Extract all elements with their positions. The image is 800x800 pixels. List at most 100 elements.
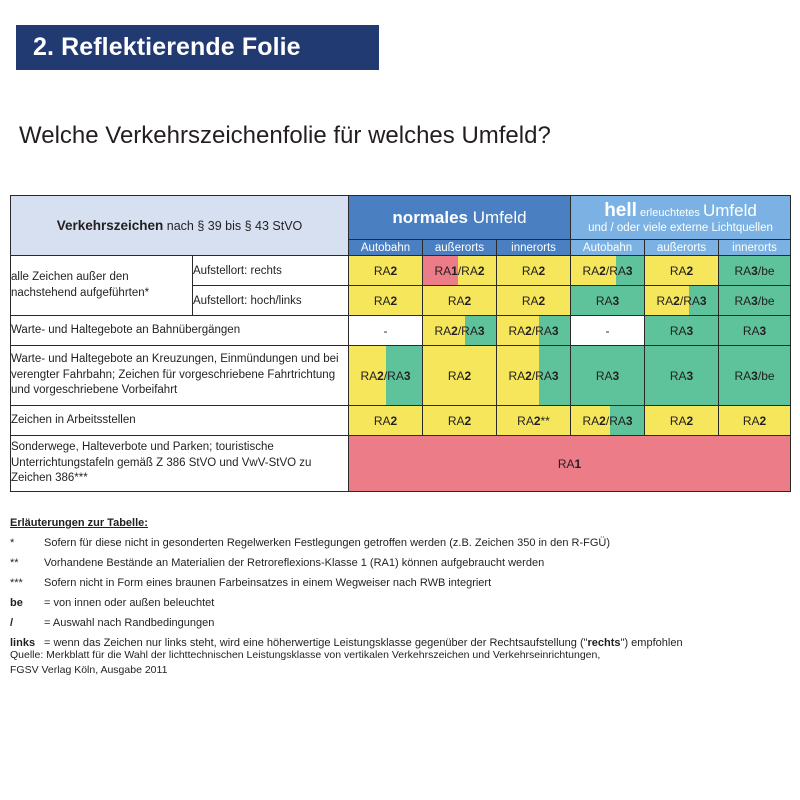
cell-r3-c3: RA3	[570, 345, 646, 406]
cell-r3-c1: RA2	[422, 345, 497, 406]
cell-fill	[497, 406, 571, 435]
table-notes: Erläuterungen zur Tabelle: * Sofern für …	[10, 518, 790, 658]
cell-fill	[719, 256, 791, 285]
subheader-hell-ausserorts: außerorts	[644, 239, 720, 256]
cell-text: RA2**	[517, 413, 550, 428]
cell-text: RA2	[521, 263, 546, 278]
row-label-alle-zeichen: alle Zeichen außer den nachstehend aufge…	[10, 255, 193, 316]
comparison-table-wrapper: Verkehrszeichen nach § 39 bis § 43 StVO …	[10, 195, 792, 492]
page-title: 2. Reflektierende Folie	[33, 33, 301, 61]
cell-fill	[497, 346, 571, 405]
cell-r2-c1: RA2/RA3	[422, 315, 497, 346]
cell-r4-c2: RA2**	[495, 405, 572, 436]
cell-fill	[645, 346, 719, 405]
note-key: **	[10, 557, 19, 569]
cell-text: RA2	[447, 293, 472, 308]
row-label-kreuzungen: Warte- und Haltegebote an Kreuzungen, Ei…	[10, 345, 349, 406]
cell-text: RA3	[669, 323, 694, 338]
notes-title: Erläuterungen zur Tabelle:	[10, 517, 148, 529]
cell-fill	[719, 406, 791, 435]
subheader-hell-innerorts: innerorts	[718, 239, 792, 256]
note-text: Sofern nicht in Form eines braunen Farbe…	[44, 577, 492, 589]
cell-r2-c0: -	[348, 315, 423, 346]
row-sublabel-aufstellort-rechts: Aufstellort: rechts	[192, 255, 349, 286]
cell-text: RA3/be	[734, 368, 775, 383]
cell-text: RA3/be	[734, 293, 775, 308]
cell-text: RA2	[373, 413, 398, 428]
group-hell-rest: erleuchtetes	[636, 206, 703, 219]
cell-fill	[571, 406, 645, 435]
cell-text: RA1/RA2	[434, 263, 485, 278]
cell-r4-c4: RA2	[644, 405, 720, 436]
cell-fill	[571, 316, 645, 345]
cell-text: RA2/RA3	[360, 368, 411, 383]
cell-text: RA2	[669, 263, 694, 278]
note-text: Sofern für diese nicht in gesonderten Re…	[44, 537, 611, 549]
subheader-hell-autobahn: Autobahn	[570, 239, 646, 256]
cell-fill	[719, 316, 791, 345]
note-text: = von innen oder außen beleuchtet	[44, 597, 215, 609]
group-hell-sub: und / oder viele externe Lichtquellen	[588, 221, 773, 234]
cell-text: RA2	[521, 293, 546, 308]
cell-fill	[349, 346, 422, 405]
table-row: Sonderwege, Halteverbote und Parken; tou…	[10, 435, 792, 492]
source-line-1: Quelle: Merkblatt für die Wahl der licht…	[10, 649, 601, 661]
cell-r1-c1: RA2	[422, 285, 497, 316]
note-item: / = Auswahl nach Randbedingungen	[10, 618, 790, 629]
cell-fill	[423, 286, 496, 315]
cell-text: RA2/RA3	[582, 413, 633, 428]
cell-r1-c0: RA2	[348, 285, 423, 316]
cell-text: RA2	[447, 368, 472, 383]
note-item: *** Sofern nicht in Form eines braunen F…	[10, 578, 790, 589]
table-group-header-row: Verkehrszeichen nach § 39 bis § 43 StVO …	[10, 195, 792, 256]
cell-r0-c3: RA2/RA3	[570, 255, 646, 286]
cell-text: RA3	[669, 368, 694, 383]
cell-r4-c3: RA2/RA3	[570, 405, 646, 436]
cell-r3-c4: RA3	[644, 345, 720, 406]
cell-fill	[423, 406, 496, 435]
cell-r3-c2: RA2/RA3	[495, 345, 572, 406]
cell-text: RA2/RA3	[582, 263, 633, 278]
note-text: Vorhandene Bestände an Materialien der R…	[44, 557, 545, 569]
note-item: ** Vorhandene Bestände an Materialien de…	[10, 558, 790, 569]
note-text: = wenn das Zeichen nur links steht, wird…	[44, 637, 683, 649]
cell-r0-c2: RA2	[495, 255, 572, 286]
cell-fill	[423, 256, 496, 285]
group-header-hell-umfeld: hell erleuchtetes Umfeld und / oder viel…	[570, 195, 792, 240]
note-key: *	[10, 537, 15, 549]
cell-r4-c1: RA2	[422, 405, 497, 436]
cell-r5-merged: RA1	[347, 435, 792, 492]
cell-text: RA3	[595, 293, 620, 308]
cell-text: RA2/RA3	[508, 323, 559, 338]
cell-r3-c5: RA3/be	[718, 345, 792, 406]
note-key: links	[10, 637, 36, 649]
table-row: alle Zeichen außer den nachstehend aufge…	[10, 255, 792, 316]
note-key: be	[10, 597, 23, 609]
cell-r2-c2: RA2/RA3	[495, 315, 572, 346]
cell-r2-c4: RA3	[644, 315, 720, 346]
cell-r0-c4: RA2	[644, 255, 720, 286]
cell-text: RA2/RA3	[434, 323, 485, 338]
cell-text: RA2	[742, 413, 767, 428]
cell-fill	[571, 346, 645, 405]
cell-text: RA3/be	[734, 263, 775, 278]
cell-r1-c2: RA2	[495, 285, 572, 316]
foil-selection-table: Verkehrszeichen nach § 39 bis § 43 StVO …	[10, 195, 792, 492]
table-row: Warte- und Haltegebote an Bahnübergängen…	[10, 315, 792, 346]
corner-bold-text: Verkehrszeichen	[56, 218, 164, 233]
cell-r2-c3: -	[570, 315, 646, 346]
cell-fill	[497, 256, 571, 285]
subheader-normal-autobahn: Autobahn	[348, 239, 423, 256]
subheader-normal-ausserorts: außerorts	[422, 239, 497, 256]
cell-text: RA3	[595, 368, 620, 383]
table-row: Aufstellort: hoch/links RA2 RA2 RA2 RA3 …	[11, 285, 792, 316]
group-normales-rest: Umfeld	[468, 207, 527, 227]
group-header-normales-umfeld: normales Umfeld	[347, 195, 572, 240]
cell-text: RA2/RA3	[656, 293, 707, 308]
subtitle: Welche Verkehrszeichenfolie für welches …	[19, 122, 551, 149]
table-corner-header: Verkehrszeichen nach § 39 bis § 43 StVO	[10, 195, 349, 256]
cell-r0-c0: RA2	[348, 255, 423, 286]
cell-r0-c1: RA1/RA2	[422, 255, 497, 286]
corner-rest-text: nach § 39 bis § 43 StVO	[163, 219, 303, 233]
row-label-sonderwege: Sonderwege, Halteverbote und Parken; tou…	[10, 435, 349, 492]
